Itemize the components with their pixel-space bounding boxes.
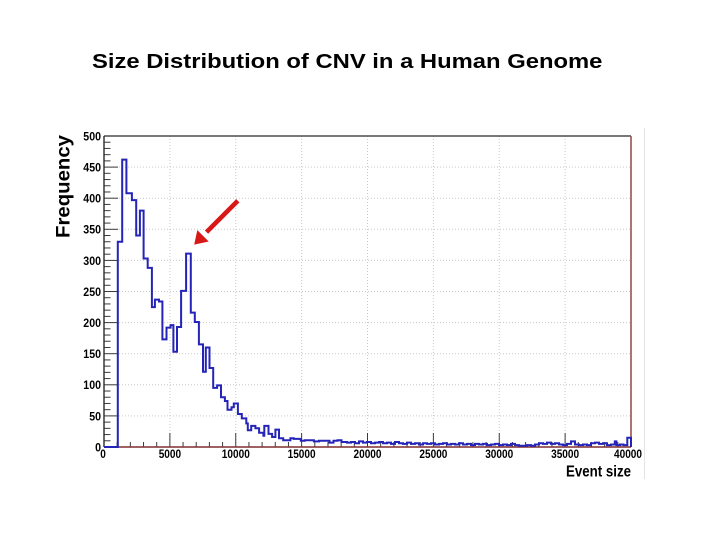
svg-text:50: 50 bbox=[89, 409, 101, 423]
svg-text:350: 350 bbox=[83, 223, 101, 237]
svg-text:Frequency: Frequency bbox=[54, 135, 75, 238]
svg-text:40000: 40000 bbox=[614, 447, 642, 461]
svg-text:150: 150 bbox=[83, 347, 101, 361]
svg-text:300: 300 bbox=[83, 254, 101, 268]
svg-text:100: 100 bbox=[83, 378, 101, 392]
svg-text:Event size: Event size bbox=[566, 464, 631, 481]
svg-text:250: 250 bbox=[83, 285, 101, 299]
svg-text:25000: 25000 bbox=[419, 447, 447, 461]
svg-text:0: 0 bbox=[95, 440, 101, 454]
svg-text:0: 0 bbox=[100, 447, 106, 461]
svg-text:15000: 15000 bbox=[288, 447, 316, 461]
svg-text:450: 450 bbox=[83, 161, 101, 175]
svg-text:10000: 10000 bbox=[222, 447, 250, 461]
svg-text:35000: 35000 bbox=[551, 447, 579, 461]
svg-text:500: 500 bbox=[83, 129, 101, 143]
svg-text:5000: 5000 bbox=[159, 447, 182, 461]
svg-text:200: 200 bbox=[83, 316, 101, 330]
svg-text:400: 400 bbox=[83, 192, 101, 206]
svg-text:30000: 30000 bbox=[485, 447, 513, 461]
svg-text:20000: 20000 bbox=[354, 447, 382, 461]
